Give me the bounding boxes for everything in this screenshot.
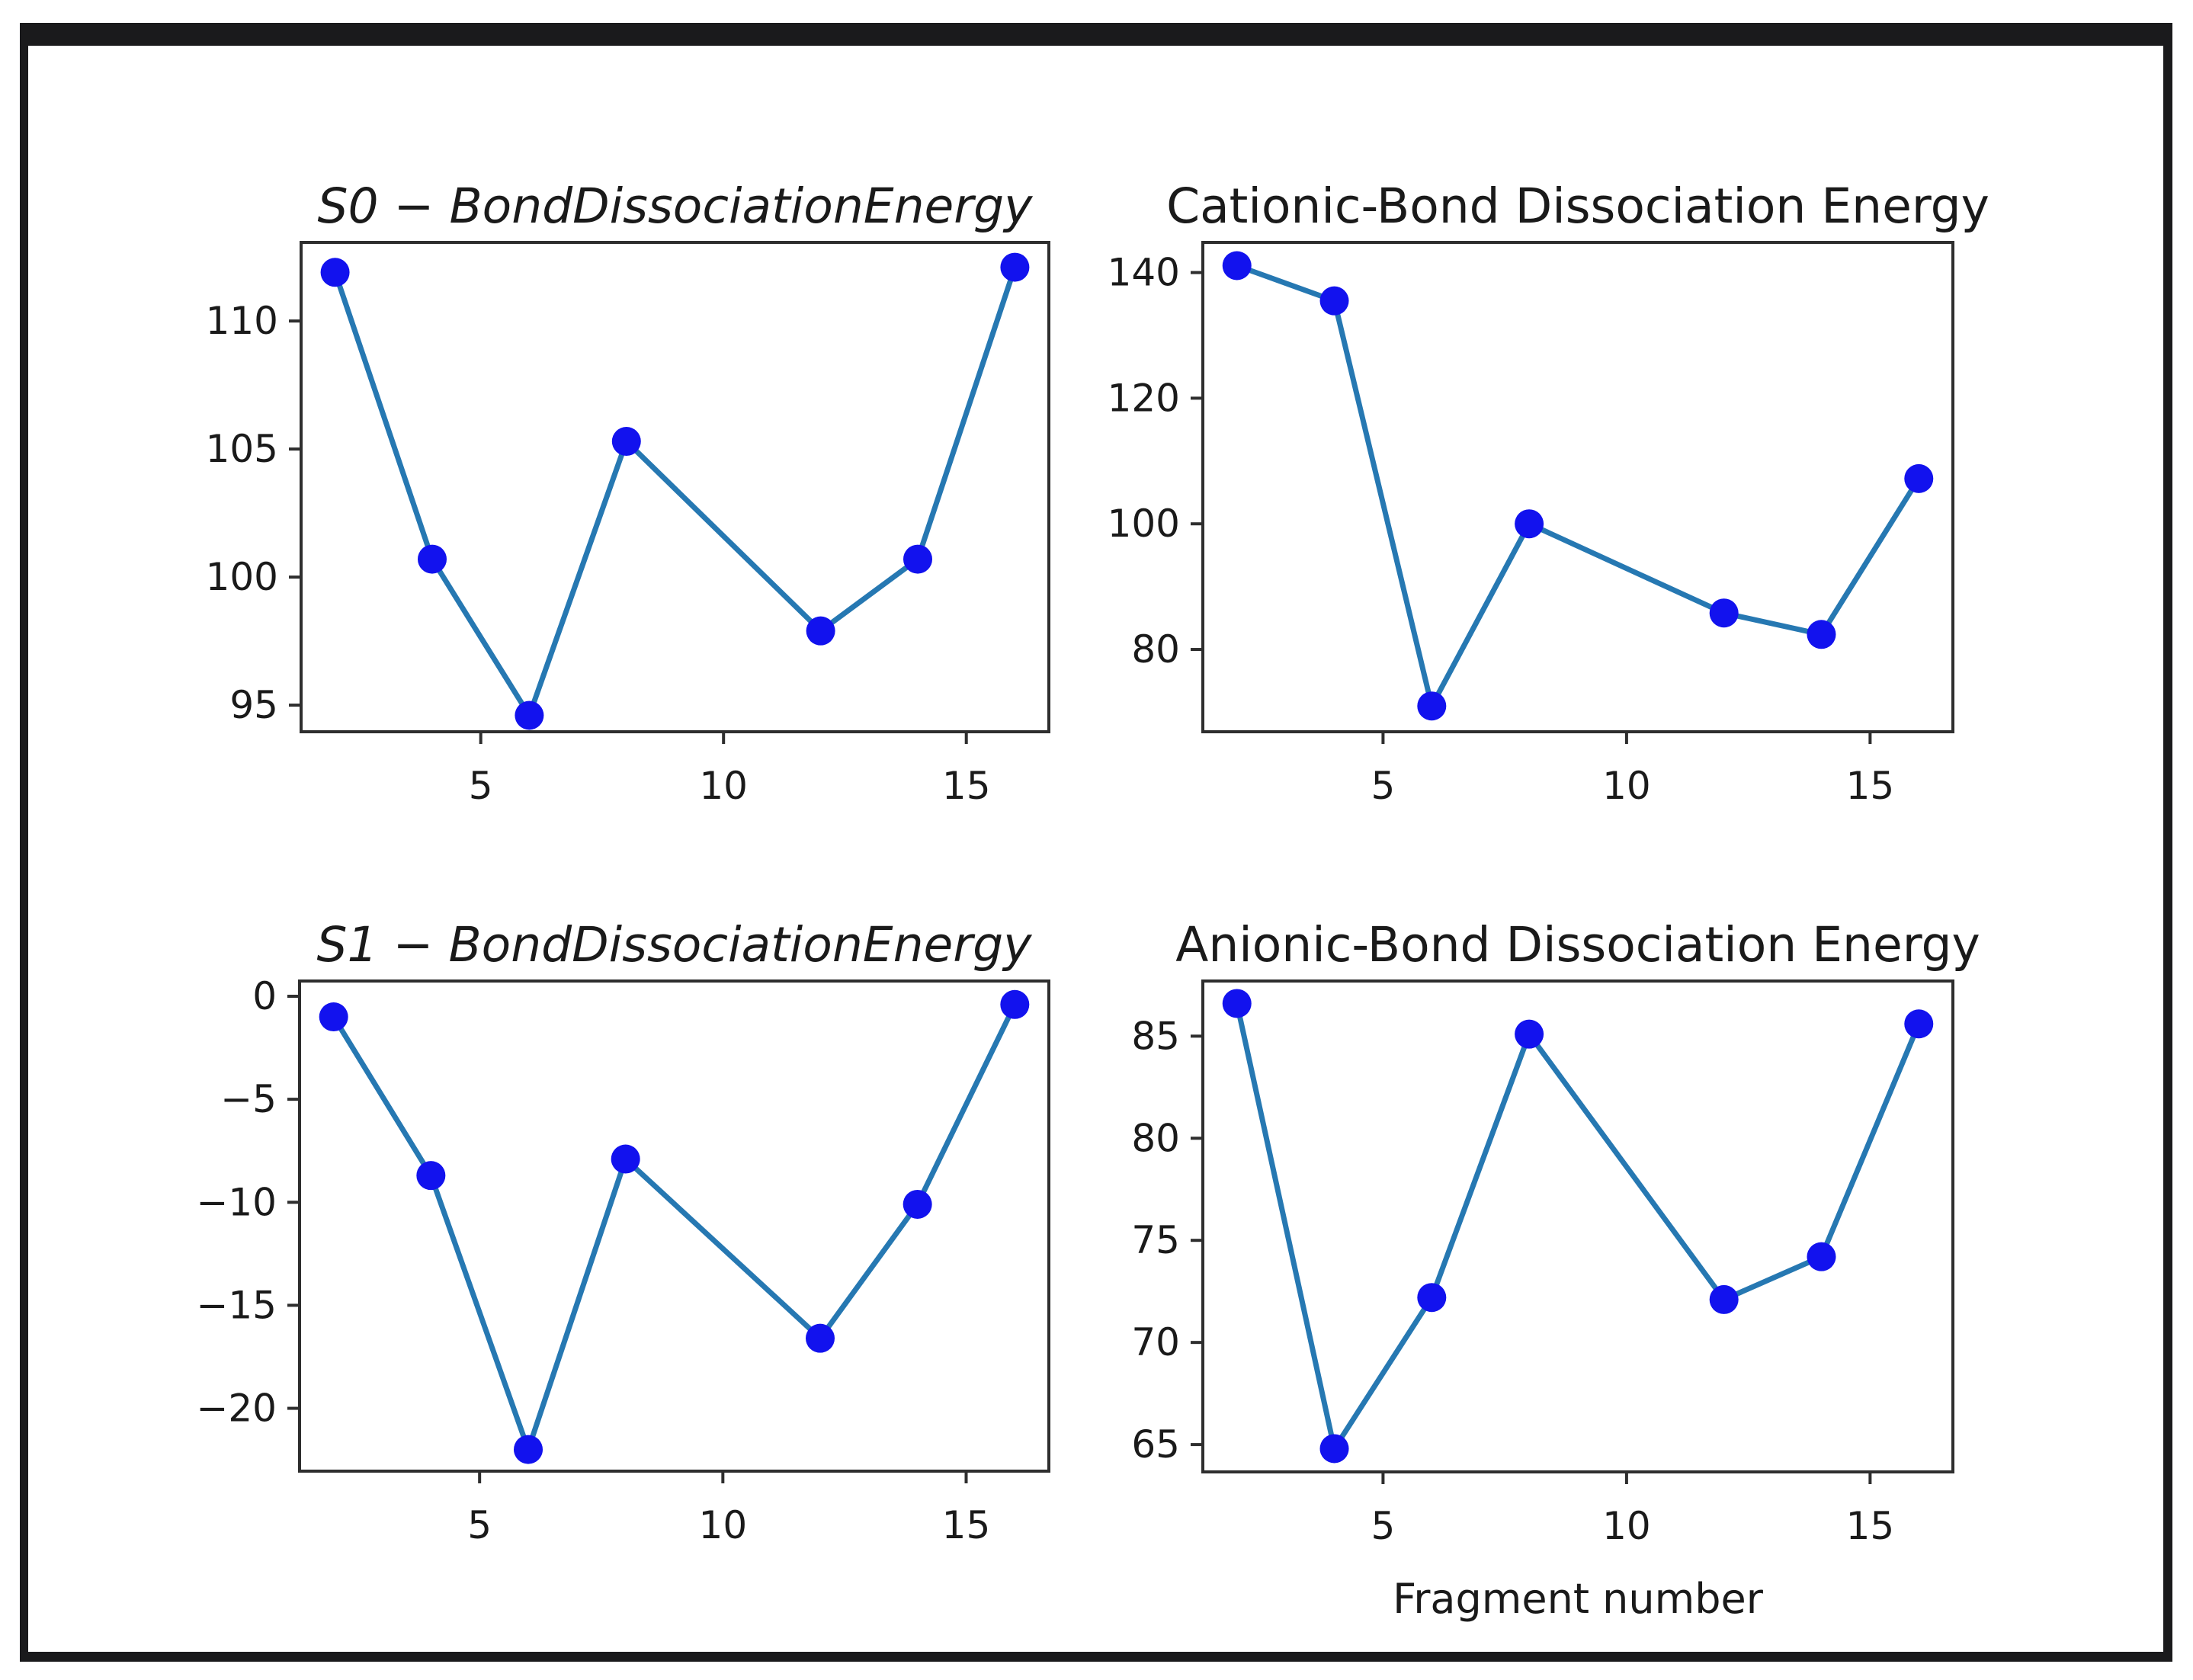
subplot-2-data-marker — [416, 1161, 446, 1191]
subplot-2-y-tick-label: 0 — [252, 974, 277, 1018]
subplot-2-data-marker — [805, 1323, 835, 1353]
subplot-0-x-tick-label: 5 — [469, 764, 493, 808]
subplot-0-x-tick-label: 10 — [699, 764, 748, 808]
subplot-0-data-line — [332, 265, 1018, 718]
subplot-3-data-marker — [1904, 1009, 1934, 1039]
subplot-0-y-tick-label: 110 — [206, 299, 278, 343]
subplot-1-data-marker — [1319, 286, 1349, 316]
subplot-3-y-tick-label: 75 — [1131, 1218, 1180, 1262]
subplot-2-data-marker — [319, 1002, 348, 1032]
figure-frame — [20, 23, 2172, 1662]
subplot-1-data-marker — [1904, 463, 1934, 493]
subplot-2-x-tick-label: 10 — [699, 1503, 748, 1547]
subplot-3-y-tick-label: 65 — [1131, 1422, 1180, 1467]
subplot-3-data-marker — [1807, 1242, 1836, 1271]
subplot-0-data-marker — [515, 701, 544, 730]
subplot-0-title: S0 − BondDissociationEnergy — [318, 178, 1034, 234]
subplot-2-axes-box — [298, 979, 1050, 1473]
subplot-3-data-marker — [1222, 989, 1252, 1018]
subplot-2-data-marker — [611, 1144, 640, 1174]
subplot-0-data-marker — [417, 544, 447, 574]
subplot-2-y-tick-label: −10 — [196, 1180, 277, 1224]
subplot-3-x-tick-label: 5 — [1371, 1504, 1396, 1548]
subplot-1-title: Cationic-Bond Dissociation Energy — [1166, 178, 1989, 234]
subplot-1-y-tick-label: 100 — [1108, 502, 1180, 546]
subplot-0-x-tick-label: 15 — [942, 764, 991, 808]
subplot-1-data-marker — [1515, 509, 1544, 539]
subplot-0-data-marker — [1000, 252, 1030, 282]
subplot-1-x-tick-label: 15 — [1846, 764, 1895, 808]
subplot-3-data-marker — [1515, 1019, 1544, 1049]
subplot-2-data-marker — [1000, 989, 1030, 1019]
subplot-0-y-tick-label: 95 — [229, 683, 278, 727]
subplot-1-x-tick-label: 5 — [1371, 764, 1396, 808]
subplot-2-y-tick-label: −5 — [220, 1077, 277, 1121]
subplot-2-y-tick-label: −15 — [196, 1283, 277, 1327]
subplot-2-y-tick-label: −20 — [196, 1387, 277, 1431]
subplot-0-data-marker — [320, 258, 350, 287]
subplot-3-title: Anionic-Bond Dissociation Energy — [1175, 917, 1980, 973]
subplot-2-data-marker — [903, 1189, 932, 1219]
subplot-3-y-tick-label: 85 — [1131, 1014, 1180, 1058]
subplot-3-data-marker — [1417, 1283, 1447, 1313]
subplot-1-y-tick-label: 120 — [1108, 376, 1180, 420]
subplot-2-x-tick-label: 15 — [942, 1503, 991, 1547]
subplot-0-axes-box — [300, 241, 1050, 733]
subplot-3-y-tick-label: 80 — [1131, 1116, 1180, 1160]
subplot-3-axes-box — [1201, 979, 1954, 1473]
subplot-1-y-tick-label: 80 — [1131, 627, 1180, 672]
subplot-1-data-marker — [1417, 691, 1447, 721]
subplot-3-data-line — [1234, 1000, 1922, 1451]
subplot-1-x-tick-label: 10 — [1602, 764, 1651, 808]
subplot-2-x-tick-label: 5 — [467, 1503, 492, 1547]
subplot-1-data-marker — [1807, 620, 1836, 649]
subplot-0-y-tick-label: 100 — [206, 555, 278, 599]
subplot-2-data-marker — [514, 1435, 543, 1464]
subplot-3-x-tick-label: 15 — [1846, 1504, 1895, 1548]
subplot-3-data-marker — [1709, 1284, 1739, 1314]
subplot-0-data-marker — [806, 616, 835, 646]
subplot-2-data-line — [331, 1002, 1018, 1453]
subplot-3-x-tick-label: 10 — [1602, 1504, 1651, 1548]
subplot-1-axes-box — [1201, 241, 1954, 733]
subplot-3-y-tick-label: 70 — [1131, 1320, 1180, 1364]
subplot-0-data-marker — [903, 544, 933, 574]
subplot-3-data-marker — [1319, 1434, 1349, 1464]
subplot-1-data-marker — [1709, 598, 1739, 628]
subplot-0-data-marker — [611, 427, 641, 457]
subplot-1-data-marker — [1222, 251, 1252, 281]
subplot-0-y-tick-label: 105 — [206, 427, 278, 471]
subplot-3-xaxis-label: Fragment number — [1393, 1575, 1764, 1623]
subplot-2-title: S1 − BondDissociationEnergy — [317, 917, 1033, 973]
subplot-1-y-tick-label: 140 — [1108, 251, 1180, 295]
